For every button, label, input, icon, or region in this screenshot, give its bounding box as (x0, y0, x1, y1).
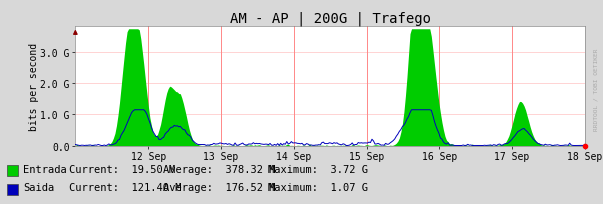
Text: Current:  19.50 M: Current: 19.50 M (69, 164, 175, 174)
Title: AM - AP | 200G | Trafego: AM - AP | 200G | Trafego (230, 11, 431, 26)
Text: Average:  378.32 M: Average: 378.32 M (163, 164, 276, 174)
Text: Current:  121.40 M: Current: 121.40 M (69, 182, 182, 192)
Text: Entrada: Entrada (23, 164, 67, 174)
Y-axis label: bits per second: bits per second (29, 42, 39, 130)
Text: Saida: Saida (23, 182, 54, 192)
Text: Average:  176.52 M: Average: 176.52 M (163, 182, 276, 192)
Text: Maximum:  1.07 G: Maximum: 1.07 G (268, 182, 368, 192)
Text: Maximum:  3.72 G: Maximum: 3.72 G (268, 164, 368, 174)
Text: RRDTOOL / TOBI OETIKER: RRDTOOL / TOBI OETIKER (594, 49, 599, 131)
